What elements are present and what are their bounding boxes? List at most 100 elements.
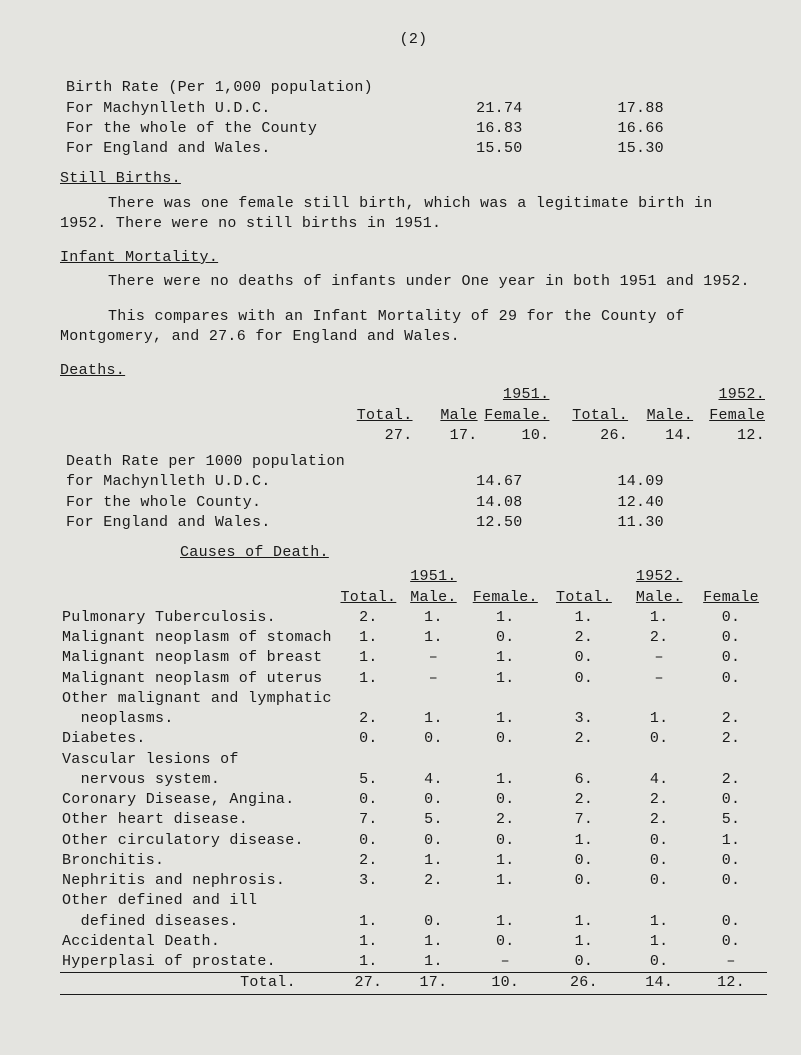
cause-value: 0. xyxy=(695,912,767,932)
causes-total-row: Total. 27. 17. 10. 26. 14. 12. xyxy=(60,973,767,994)
total-v: 17. xyxy=(401,973,466,994)
cause-value: 2. xyxy=(623,810,695,830)
cause-value: 1. xyxy=(336,648,401,668)
cause-value: 1. xyxy=(623,709,695,729)
cause-value: 2. xyxy=(545,628,624,648)
col-female: Female. xyxy=(473,589,538,606)
col-total: Total. xyxy=(340,589,396,606)
cause-value: 0. xyxy=(401,831,466,851)
birth-row-v1: 15.50 xyxy=(470,139,611,159)
cause-value xyxy=(336,689,401,709)
cause-label: Malignant neoplasm of stomach xyxy=(60,628,336,648)
total-v: 26. xyxy=(545,973,624,994)
death-rate-row: For the whole County. 14.08 12.40 xyxy=(60,493,767,513)
deaths-n: 17. xyxy=(415,426,480,446)
death-rate-v2: 14.09 xyxy=(611,472,767,492)
death-rate-v1: 12.50 xyxy=(470,513,611,533)
cause-value: 2. xyxy=(695,709,767,729)
cause-value: 0. xyxy=(695,648,767,668)
cause-value: 1. xyxy=(466,871,545,891)
cause-value: 0. xyxy=(623,952,695,973)
cause-value: 0. xyxy=(695,932,767,952)
cause-value: 1. xyxy=(401,851,466,871)
birth-row-label: For the whole of the County xyxy=(60,119,470,139)
causes-row: Malignant neoplasm of uterus1.–1.0.–0. xyxy=(60,669,767,689)
cause-value: – xyxy=(466,952,545,973)
cause-value: 0. xyxy=(401,912,466,932)
cause-value: 2. xyxy=(466,810,545,830)
infant-para-2: This compares with an Infant Mortality o… xyxy=(60,307,767,348)
death-rate-label: For the whole County. xyxy=(60,493,470,513)
birth-row-v2: 17.88 xyxy=(611,99,767,119)
cause-value: 2. xyxy=(336,851,401,871)
cause-value: 1. xyxy=(466,851,545,871)
cause-label: Pulmonary Tuberculosis. xyxy=(60,608,336,628)
year-1952: 1952. xyxy=(636,568,683,585)
causes-table: 1951. 1952. Total. Male. Female. Total. … xyxy=(60,567,767,996)
cause-value: 0. xyxy=(623,871,695,891)
causes-row: Nephritis and nephrosis.3.2.1.0.0.0. xyxy=(60,871,767,891)
cause-value: – xyxy=(623,669,695,689)
cause-value: 1. xyxy=(466,669,545,689)
cause-value xyxy=(623,750,695,770)
death-rate-table: Death Rate per 1000 population for Machy… xyxy=(60,452,767,533)
cause-value: 2. xyxy=(623,628,695,648)
total-v: 10. xyxy=(466,973,545,994)
cause-label: Malignant neoplasm of breast xyxy=(60,648,336,668)
causes-row: Malignant neoplasm of stomach1.1.0.2.2.0… xyxy=(60,628,767,648)
cause-value: 2. xyxy=(336,709,401,729)
cause-value xyxy=(545,750,624,770)
cause-value: 2. xyxy=(623,790,695,810)
cause-value: 7. xyxy=(336,810,401,830)
cause-value: 1. xyxy=(466,648,545,668)
cause-label: Other circulatory disease. xyxy=(60,831,336,851)
col-male: Male. xyxy=(410,589,457,606)
cause-value: 0. xyxy=(695,871,767,891)
cause-value: – xyxy=(401,648,466,668)
cause-value: 0. xyxy=(466,729,545,749)
cause-value: 1. xyxy=(336,669,401,689)
cause-label: Vascular lesions of xyxy=(60,750,336,770)
death-rate-v1: 14.67 xyxy=(470,472,611,492)
causes-row: nervous system.5.4.1.6.4.2. xyxy=(60,770,767,790)
cause-value: 1. xyxy=(336,952,401,973)
cause-value: 0. xyxy=(545,871,624,891)
death-rate-v2: 12.40 xyxy=(611,493,767,513)
cause-value xyxy=(336,891,401,911)
cause-value: 0. xyxy=(695,628,767,648)
cause-value: 0. xyxy=(401,790,466,810)
cause-value: 2. xyxy=(545,790,624,810)
cause-value xyxy=(545,891,624,911)
cause-label: Other malignant and lymphatic xyxy=(60,689,336,709)
col-total: Total. xyxy=(572,407,628,424)
col-female: Female. xyxy=(484,407,549,424)
deaths-n: 26. xyxy=(551,426,630,446)
causes-row: Coronary Disease, Angina.0.0.0.2.2.0. xyxy=(60,790,767,810)
causes-heading: Causes of Death. xyxy=(180,544,329,561)
birth-row-label: For Machynlleth U.D.C. xyxy=(60,99,470,119)
causes-row: Other defined and ill xyxy=(60,891,767,911)
cause-value: 0. xyxy=(545,952,624,973)
cause-value xyxy=(401,891,466,911)
year-1951: 1951. xyxy=(410,568,457,585)
cause-value: 1. xyxy=(545,608,624,628)
causes-row: Hyperplasi of prostate.1.1.–0.0.– xyxy=(60,952,767,973)
cause-value: 2. xyxy=(545,729,624,749)
cause-value: 0. xyxy=(336,831,401,851)
cause-value: 0. xyxy=(466,932,545,952)
birth-rate-heading: Birth Rate (Per 1,000 population) xyxy=(60,78,470,98)
infant-heading: Infant Mortality. xyxy=(60,249,218,266)
birth-row-v2: 15.30 xyxy=(611,139,767,159)
cause-value: 1. xyxy=(623,932,695,952)
cause-value: 3. xyxy=(545,709,624,729)
death-rate-label: Death Rate per 1000 population xyxy=(60,452,470,472)
cause-value: – xyxy=(623,648,695,668)
cause-value: 1. xyxy=(466,709,545,729)
birth-row-label: For England and Wales. xyxy=(60,139,470,159)
cause-value: 0. xyxy=(695,669,767,689)
cause-value: 1. xyxy=(336,628,401,648)
col-male: Male xyxy=(440,407,477,424)
cause-label: Nephritis and nephrosis. xyxy=(60,871,336,891)
cause-value: 1. xyxy=(401,952,466,973)
cause-value: 1. xyxy=(466,608,545,628)
